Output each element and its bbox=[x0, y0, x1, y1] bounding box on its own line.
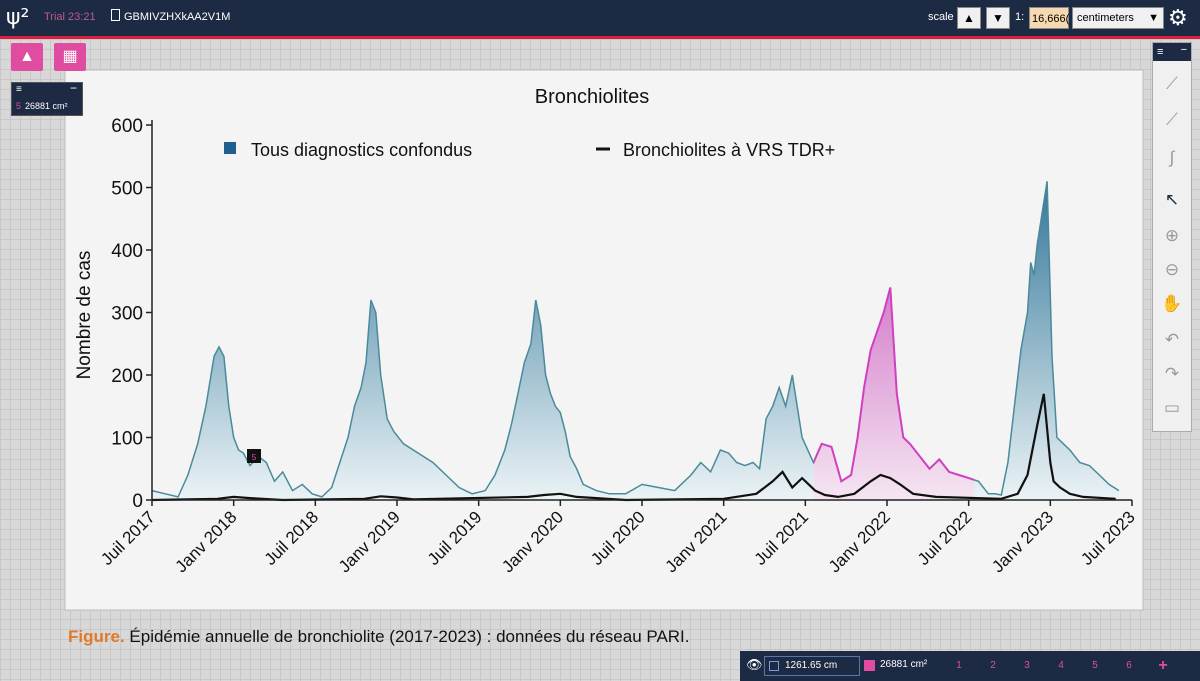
legend-label-all: Tous diagnostics confondus bbox=[251, 140, 472, 160]
measurement-panel[interactable]: ≡ − 5 26881 cm² bbox=[11, 81, 83, 116]
scale-ratio-input[interactable]: 16,666( bbox=[1029, 7, 1069, 29]
caption-lead: Figure. bbox=[68, 627, 125, 646]
minimize-icon[interactable]: − bbox=[69, 81, 77, 95]
zoom-in-icon[interactable]: ⊕ bbox=[1164, 226, 1180, 245]
minimize-icon[interactable]: − bbox=[1180, 44, 1187, 56]
area-readout[interactable]: 26881 cm² bbox=[862, 656, 946, 676]
image-tool-button[interactable]: ▲ bbox=[11, 43, 43, 71]
plot-area bbox=[151, 181, 1120, 502]
series-line-all bbox=[151, 181, 1120, 498]
scale-up-button[interactable]: ▲ bbox=[957, 7, 981, 29]
y-axis-label: Nombre de cas bbox=[74, 251, 95, 380]
square-filled-icon bbox=[864, 660, 875, 671]
y-tick-label: 300 bbox=[111, 304, 143, 325]
caption-text: Épidémie annuelle de bronchiolite (2017-… bbox=[124, 627, 690, 646]
chevron-down-icon: ▼ bbox=[1148, 12, 1159, 24]
bottom-status-bar: 👁 1261.65 cm 26881 cm² 1 2 3 4 5 6 + bbox=[740, 651, 1200, 681]
chart-frame bbox=[64, 69, 1144, 611]
grid-tool-button[interactable]: ▦ bbox=[54, 43, 86, 71]
square-outline-icon bbox=[769, 661, 779, 671]
trial-timer: Trial 23:21 bbox=[44, 11, 96, 23]
unit-select[interactable]: centimeters ▼ bbox=[1072, 7, 1164, 29]
measurement-area: 26881 cm² bbox=[25, 101, 68, 111]
chart-title: Bronchiolites bbox=[535, 86, 650, 108]
figure-caption: Figure. Épidémie annuelle de bronchiolit… bbox=[68, 627, 690, 647]
right-toolbar: ≡ − ⟋ ⟋ ∫ ↖ ⊕ ⊖ ✋ ↶ ↷ ▭ bbox=[1152, 42, 1192, 432]
image-icon: ▲ bbox=[19, 48, 35, 65]
y-tick-label: 100 bbox=[111, 429, 143, 450]
page-tab-3[interactable]: 3 bbox=[1024, 660, 1030, 671]
area-value: 26881 cm² bbox=[880, 659, 928, 670]
y-tick-label: 0 bbox=[132, 491, 143, 512]
document-icon bbox=[111, 9, 120, 21]
zoom-out-icon[interactable]: ⊖ bbox=[1164, 260, 1180, 279]
y-tick-label: 500 bbox=[111, 179, 143, 200]
page-tab-6[interactable]: 6 bbox=[1126, 660, 1132, 671]
length-value: 1261.65 cm bbox=[785, 660, 838, 671]
scale-down-button[interactable]: ▼ bbox=[986, 7, 1010, 29]
legend-swatch-all bbox=[224, 142, 236, 154]
measure-marker-label: 5 bbox=[252, 453, 257, 462]
hand-icon[interactable]: ✋ bbox=[1161, 294, 1183, 313]
measurement-value: 5 26881 cm² bbox=[16, 101, 68, 111]
unit-select-value: centimeters bbox=[1077, 12, 1134, 24]
comment-icon[interactable]: ▭ bbox=[1163, 398, 1181, 417]
y-tick-label: 400 bbox=[111, 241, 143, 262]
triangle-down-icon: ▼ bbox=[992, 11, 1004, 25]
page-tab-2[interactable]: 2 bbox=[990, 660, 996, 671]
path-icon[interactable]: ∫ bbox=[1169, 148, 1175, 167]
length-readout[interactable]: 1261.65 cm bbox=[764, 656, 860, 676]
measure-marker[interactable] bbox=[247, 449, 261, 463]
menu-icon[interactable]: ≡ bbox=[1157, 46, 1164, 58]
measurement-index: 5 bbox=[16, 101, 22, 111]
toolbar-header: ≡ − bbox=[1153, 43, 1191, 61]
magic-wand-icon[interactable]: ⟋ bbox=[1166, 110, 1178, 129]
ratio-prefix: 1: bbox=[1015, 11, 1025, 23]
cursor-icon[interactable]: ↖ bbox=[1164, 190, 1180, 209]
y-tick-label: 200 bbox=[111, 366, 143, 387]
ruler-icon[interactable]: ⟋ bbox=[1166, 74, 1178, 93]
document-id: GBMIVZHXkAA2V1M bbox=[124, 11, 231, 23]
add-page-button[interactable]: + bbox=[1158, 657, 1168, 674]
grid-icon: ▦ bbox=[62, 48, 78, 65]
menu-icon[interactable]: ≡ bbox=[16, 84, 22, 95]
page-tab-1[interactable]: 1 bbox=[956, 660, 962, 671]
legend-label-vrs: Bronchiolites à VRS TDR+ bbox=[623, 140, 835, 160]
series-line-vrs bbox=[151, 393, 1116, 502]
undo-icon[interactable]: ↶ bbox=[1164, 330, 1180, 349]
scale-label: scale bbox=[928, 11, 954, 23]
page-tab-4[interactable]: 4 bbox=[1058, 660, 1064, 671]
redo-icon[interactable]: ↷ bbox=[1164, 364, 1180, 383]
selected-region[interactable] bbox=[152, 181, 1119, 500]
y-tick-label: 600 bbox=[111, 116, 143, 137]
header-accent-line bbox=[0, 36, 1200, 39]
app-logo: ψ² bbox=[6, 5, 30, 30]
gear-icon[interactable]: ⚙ bbox=[1168, 5, 1188, 30]
triangle-up-icon: ▲ bbox=[963, 11, 975, 25]
eye-icon[interactable]: 👁 bbox=[746, 657, 763, 672]
top-toolbar: ψ² Trial 23:21 GBMIVZHXkAA2V1M scale ▲ ▼… bbox=[0, 0, 1200, 36]
page-tab-5[interactable]: 5 bbox=[1092, 660, 1098, 671]
